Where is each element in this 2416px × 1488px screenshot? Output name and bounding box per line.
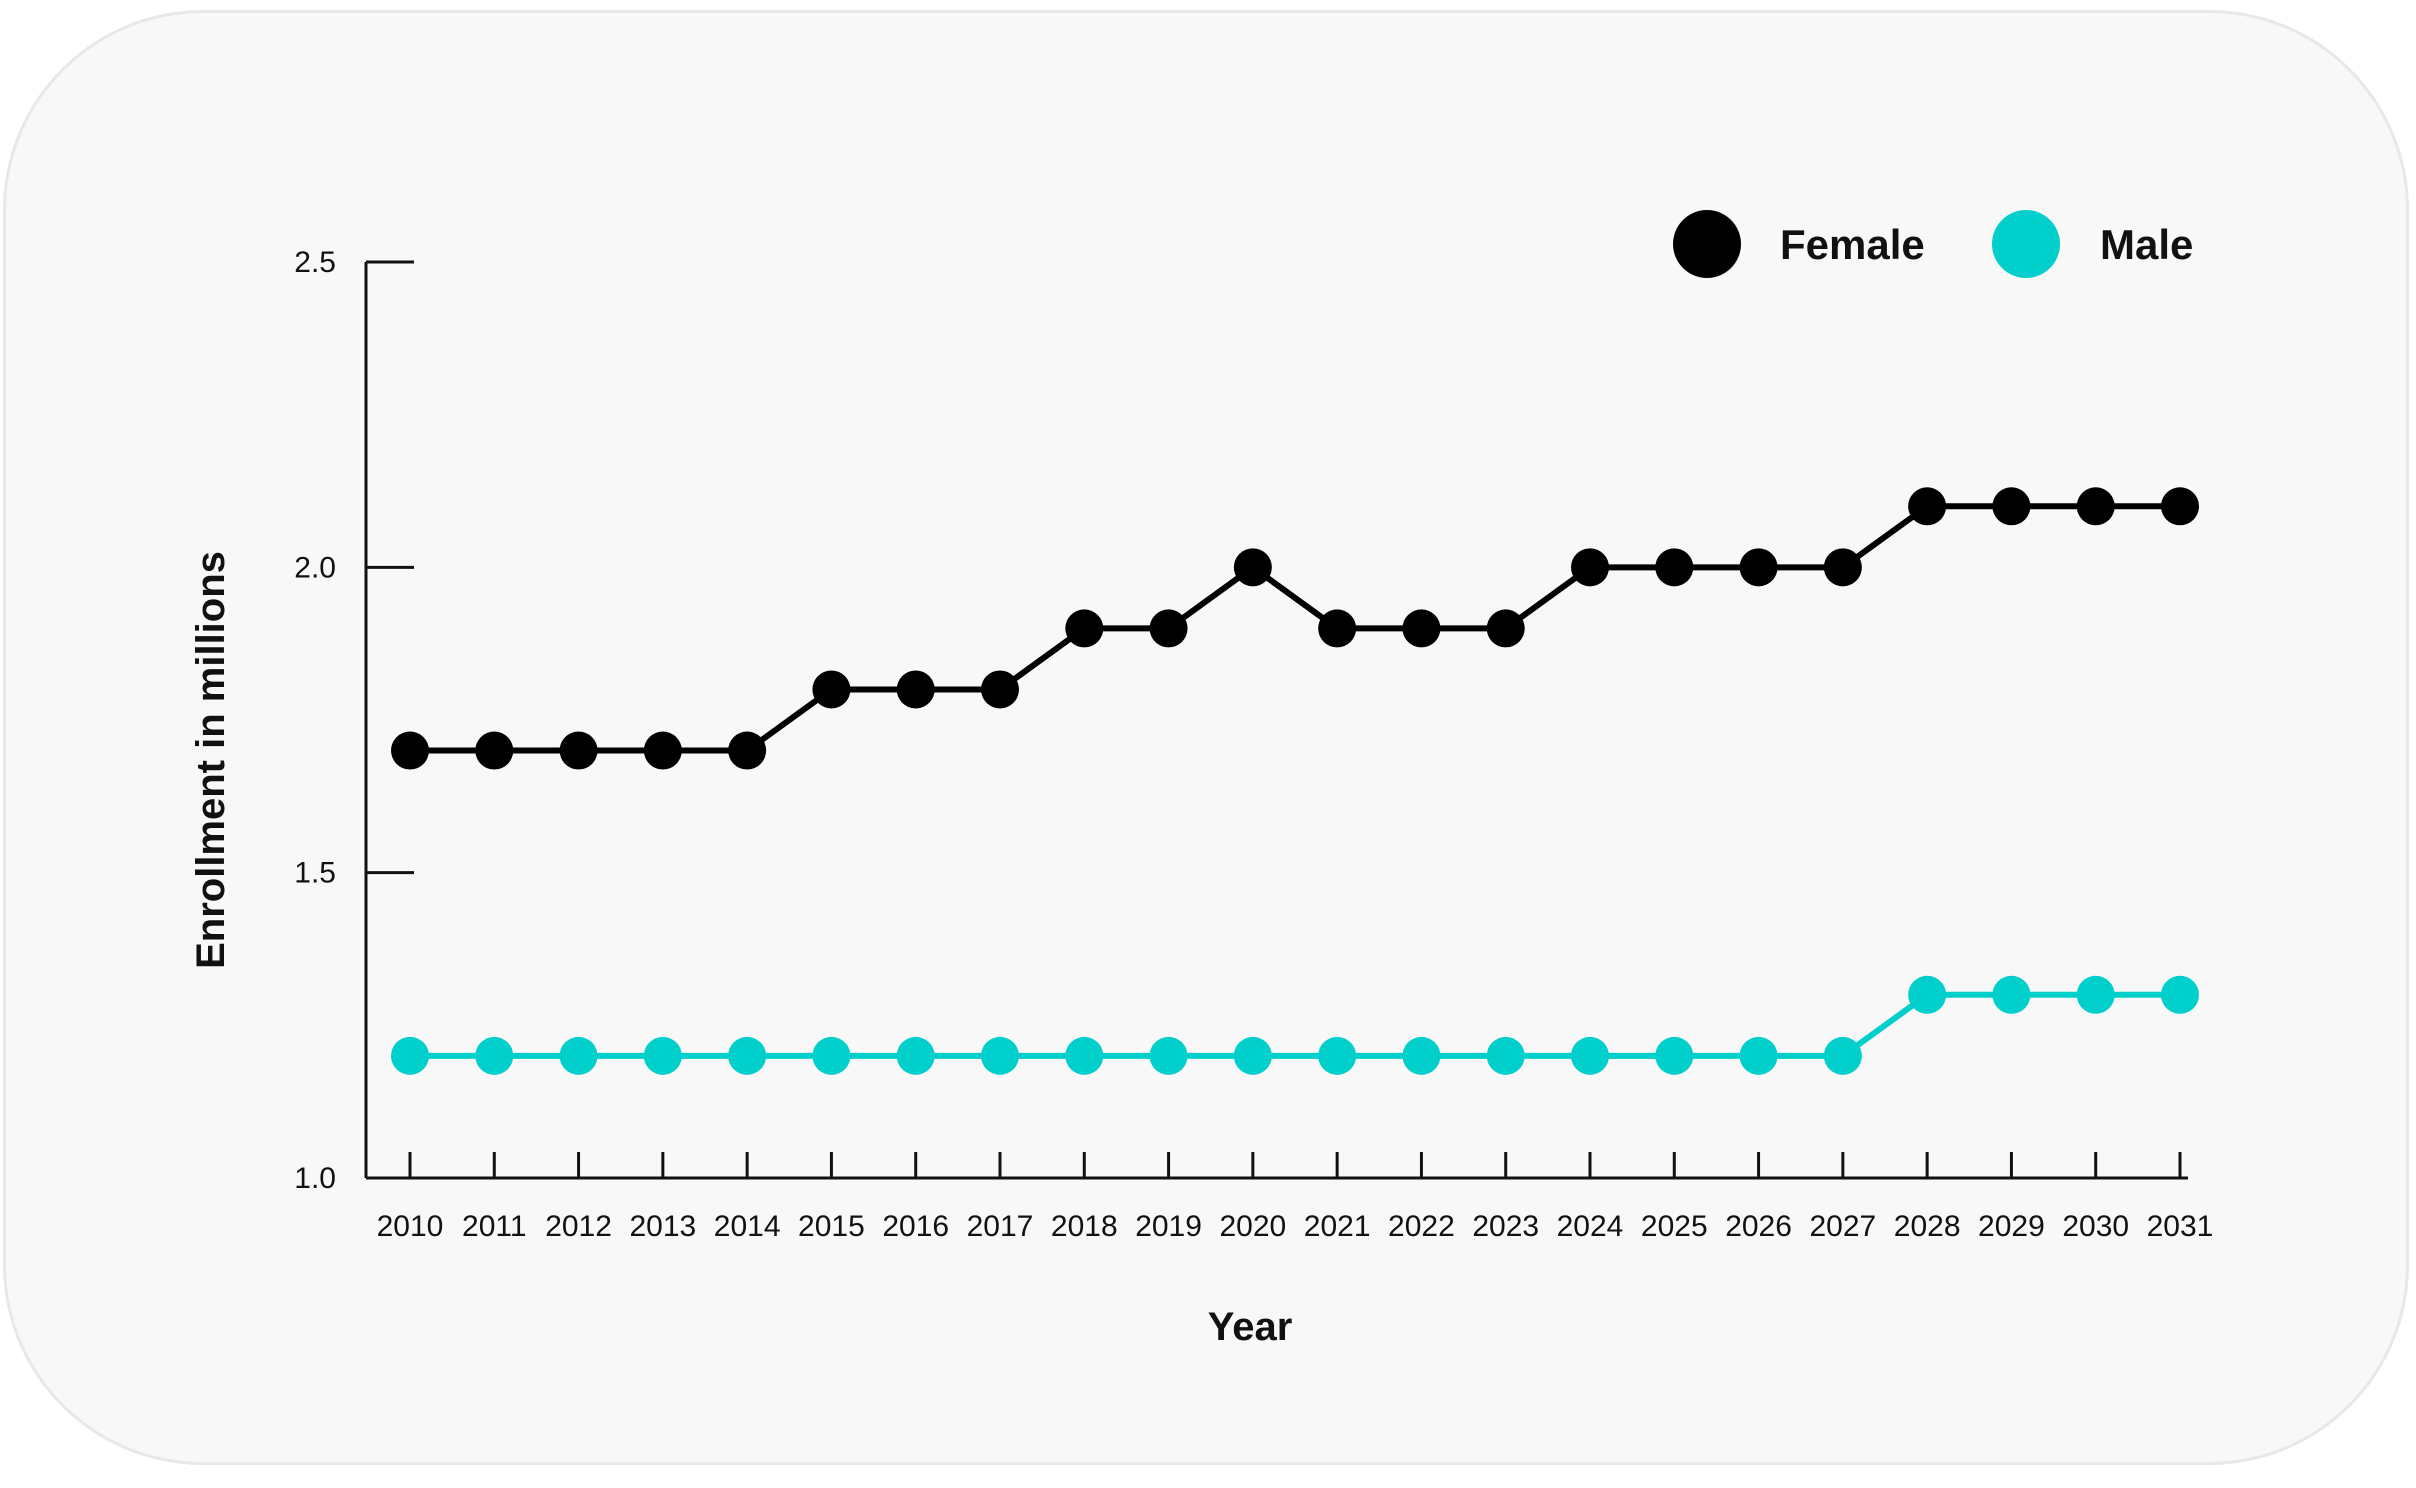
x-tick-label: 2021 (1304, 1210, 1371, 1243)
data-point-female (643, 731, 682, 770)
x-axis-title: Year (1208, 1305, 1293, 1349)
axes (364, 262, 2188, 1180)
data-point-male (1149, 1036, 1188, 1075)
data-point-male (1992, 975, 2031, 1014)
x-tick-label: 2017 (967, 1210, 1034, 1243)
data-point-male (812, 1036, 851, 1075)
data-point-female (981, 670, 1019, 709)
data-point-female (1992, 487, 2031, 526)
y-tick-label: 1.0 (294, 1162, 336, 1195)
data-point-female (812, 670, 851, 709)
data-point-female (1233, 548, 1272, 587)
legend: Female Male (1673, 210, 2193, 278)
legend-marker-male (1992, 210, 2060, 278)
y-axis-title: Enrollment in millions (189, 551, 233, 969)
data-point-male (475, 1036, 514, 1075)
x-tick-label: 2011 (462, 1210, 527, 1243)
data-point-female (896, 670, 935, 709)
legend-label-male: Male (2100, 221, 2193, 268)
data-point-male (1823, 1036, 1862, 1075)
data-point-male (896, 1036, 935, 1075)
x-tick-label: 2026 (1725, 1210, 1792, 1243)
data-point-male (1571, 1036, 1609, 1075)
data-point-female (1823, 548, 1862, 587)
y-ticks: 1.0 1.5 2.0 2.5 (294, 246, 414, 1195)
data-point-female (2076, 487, 2115, 526)
x-tick-label: 2020 (1219, 1210, 1286, 1243)
data-point-female (391, 731, 429, 770)
data-point-male (1318, 1036, 1357, 1075)
series-line-female (410, 503, 2180, 754)
series-line-male (410, 991, 2180, 1059)
x-tick-label: 2027 (1809, 1210, 1876, 1243)
data-point-male (643, 1036, 682, 1075)
data-point-female (475, 731, 514, 770)
x-tick-label: 2019 (1135, 1210, 1202, 1243)
data-point-male (2076, 975, 2115, 1014)
data-point-female (559, 731, 598, 770)
x-tick-label: 2015 (798, 1210, 865, 1243)
x-tick-label: 2010 (377, 1210, 444, 1243)
data-point-male (1739, 1036, 1778, 1075)
data-point-male (391, 1036, 429, 1075)
data-point-female (1402, 609, 1441, 648)
data-point-female (2161, 487, 2199, 526)
x-tick-label: 2014 (714, 1210, 781, 1243)
x-tick-label: 2028 (1894, 1210, 1961, 1243)
data-point-female (1739, 548, 1778, 587)
x-tick-label: 2013 (629, 1210, 696, 1243)
series-female (391, 487, 2199, 770)
legend-marker-female (1673, 210, 1741, 278)
series-layer (391, 487, 2199, 1075)
x-tick-label: 2012 (545, 1210, 612, 1243)
data-point-female (728, 731, 767, 770)
y-tick-label: 2.5 (294, 246, 336, 279)
data-point-male (1908, 975, 1947, 1014)
x-tick-label: 2023 (1472, 1210, 1539, 1243)
data-point-female (1486, 609, 1525, 648)
x-tick-label: 2022 (1388, 1210, 1455, 1243)
x-tick-label: 2018 (1051, 1210, 1118, 1243)
data-point-female (1655, 548, 1694, 587)
data-point-female (1571, 548, 1609, 587)
data-point-male (1065, 1036, 1104, 1075)
series-male (391, 975, 2199, 1075)
y-tick-label: 2.0 (294, 551, 336, 584)
x-tick-label: 2030 (2062, 1210, 2129, 1243)
data-point-male (1486, 1036, 1525, 1075)
x-ticks: 2010 2011 2012 2013 2014 2015 2016 2017 2018 2019… (377, 1152, 2214, 1243)
data-point-male (1233, 1036, 1272, 1075)
x-tick-label: 2024 (1557, 1210, 1624, 1243)
x-tick-label: 2016 (882, 1210, 949, 1243)
legend-label-female: Female (1780, 221, 1925, 268)
data-point-female (1908, 487, 1947, 526)
data-point-male (1655, 1036, 1694, 1075)
x-tick-label: 2029 (1978, 1210, 2045, 1243)
x-tick-label: 2025 (1641, 1210, 1708, 1243)
data-point-female (1318, 609, 1357, 648)
data-point-male (559, 1036, 598, 1075)
y-tick-label: 1.5 (294, 857, 336, 890)
data-point-male (981, 1036, 1019, 1075)
data-point-female (1065, 609, 1104, 648)
data-point-male (728, 1036, 767, 1075)
data-point-male (2161, 975, 2199, 1014)
x-tick-label: 2031 (2147, 1210, 2214, 1243)
data-point-female (1149, 609, 1188, 648)
data-point-male (1402, 1036, 1441, 1075)
